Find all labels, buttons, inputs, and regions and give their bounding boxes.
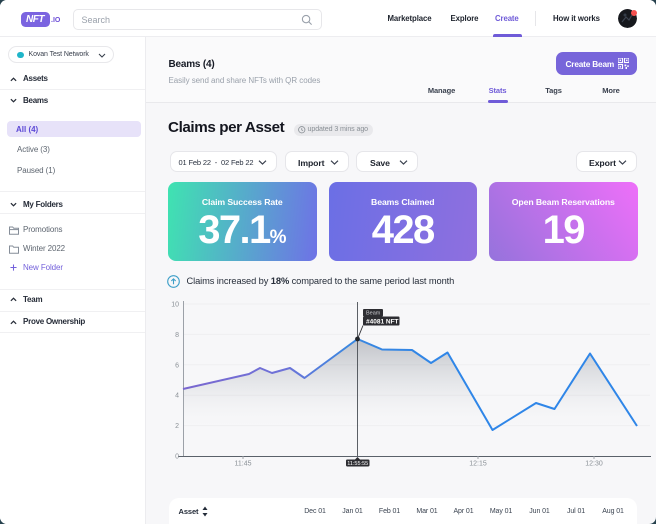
svg-text:Beam: Beam: [366, 311, 381, 317]
svg-text:2: 2: [175, 423, 179, 430]
svg-text:8: 8: [175, 332, 179, 339]
svg-text:6: 6: [175, 362, 179, 369]
svg-text:0: 0: [175, 454, 179, 461]
svg-text:12:30: 12:30: [585, 461, 603, 468]
svg-text:11:45: 11:45: [235, 461, 252, 468]
svg-text:4: 4: [175, 393, 179, 400]
svg-text:#4081 NFT: #4081 NFT: [366, 318, 399, 325]
svg-text:10: 10: [171, 302, 179, 309]
svg-text:11:55:55: 11:55:55: [347, 461, 368, 467]
svg-text:12:15: 12:15: [469, 461, 487, 468]
